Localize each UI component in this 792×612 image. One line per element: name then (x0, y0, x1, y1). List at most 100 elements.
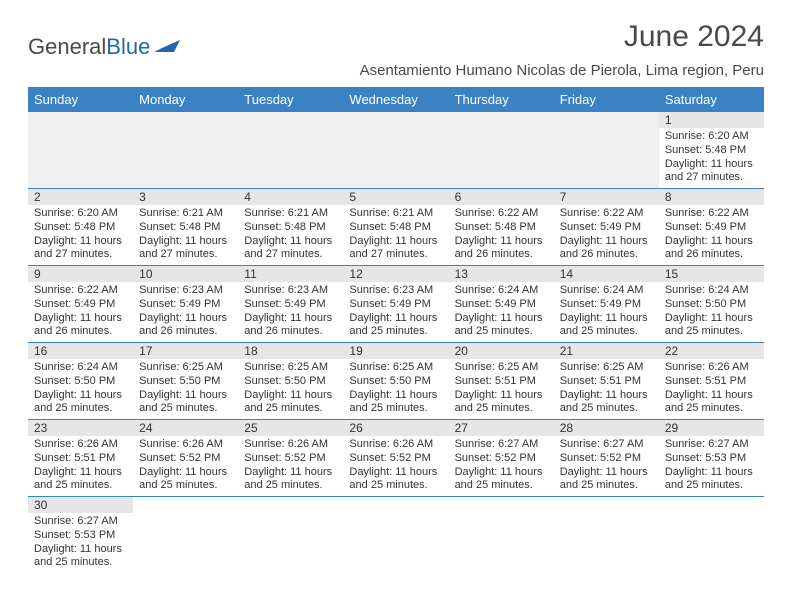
weekday-header: Tuesday (238, 87, 343, 112)
calendar-cell (554, 112, 659, 189)
calendar-cell (554, 497, 659, 574)
day-number: 25 (238, 420, 343, 436)
day-details: Sunrise: 6:25 AMSunset: 5:50 PMDaylight:… (133, 359, 238, 419)
day-details: Sunrise: 6:26 AMSunset: 5:51 PMDaylight:… (28, 436, 133, 496)
day-number: 3 (133, 189, 238, 205)
day-number: 8 (659, 189, 764, 205)
day-details: Sunrise: 6:26 AMSunset: 5:52 PMDaylight:… (343, 436, 448, 496)
calendar-row: 2Sunrise: 6:20 AMSunset: 5:48 PMDaylight… (28, 189, 764, 266)
day-number: 19 (343, 343, 448, 359)
day-number: 21 (554, 343, 659, 359)
day-number: 4 (238, 189, 343, 205)
logo-flag-icon (154, 38, 182, 56)
day-details: Sunrise: 6:27 AMSunset: 5:53 PMDaylight:… (28, 513, 133, 573)
day-details: Sunrise: 6:26 AMSunset: 5:52 PMDaylight:… (133, 436, 238, 496)
calendar-cell: 27Sunrise: 6:27 AMSunset: 5:52 PMDayligh… (449, 420, 554, 497)
calendar-cell: 24Sunrise: 6:26 AMSunset: 5:52 PMDayligh… (133, 420, 238, 497)
day-details: Sunrise: 6:27 AMSunset: 5:52 PMDaylight:… (449, 436, 554, 496)
day-details: Sunrise: 6:27 AMSunset: 5:52 PMDaylight:… (554, 436, 659, 496)
calendar-cell: 16Sunrise: 6:24 AMSunset: 5:50 PMDayligh… (28, 343, 133, 420)
calendar-cell: 5Sunrise: 6:21 AMSunset: 5:48 PMDaylight… (343, 189, 448, 266)
day-details: Sunrise: 6:24 AMSunset: 5:50 PMDaylight:… (659, 282, 764, 342)
calendar-cell (133, 112, 238, 189)
logo-text-general: General (28, 34, 106, 60)
calendar-cell: 26Sunrise: 6:26 AMSunset: 5:52 PMDayligh… (343, 420, 448, 497)
day-number: 29 (659, 420, 764, 436)
day-details: Sunrise: 6:21 AMSunset: 5:48 PMDaylight:… (238, 205, 343, 265)
calendar-cell: 12Sunrise: 6:23 AMSunset: 5:49 PMDayligh… (343, 266, 448, 343)
calendar-cell: 30Sunrise: 6:27 AMSunset: 5:53 PMDayligh… (28, 497, 133, 574)
calendar-cell (343, 497, 448, 574)
day-number: 10 (133, 266, 238, 282)
day-number: 11 (238, 266, 343, 282)
day-details: Sunrise: 6:20 AMSunset: 5:48 PMDaylight:… (659, 128, 764, 188)
day-details: Sunrise: 6:23 AMSunset: 5:49 PMDaylight:… (238, 282, 343, 342)
weekday-header: Friday (554, 87, 659, 112)
day-details: Sunrise: 6:24 AMSunset: 5:49 PMDaylight:… (554, 282, 659, 342)
calendar-cell: 22Sunrise: 6:26 AMSunset: 5:51 PMDayligh… (659, 343, 764, 420)
calendar-cell: 14Sunrise: 6:24 AMSunset: 5:49 PMDayligh… (554, 266, 659, 343)
calendar-cell (343, 112, 448, 189)
calendar-cell (449, 497, 554, 574)
day-number: 16 (28, 343, 133, 359)
calendar-cell: 10Sunrise: 6:23 AMSunset: 5:49 PMDayligh… (133, 266, 238, 343)
calendar-cell: 11Sunrise: 6:23 AMSunset: 5:49 PMDayligh… (238, 266, 343, 343)
day-details: Sunrise: 6:21 AMSunset: 5:48 PMDaylight:… (133, 205, 238, 265)
calendar-cell (449, 112, 554, 189)
day-number: 13 (449, 266, 554, 282)
calendar-cell: 7Sunrise: 6:22 AMSunset: 5:49 PMDaylight… (554, 189, 659, 266)
day-number: 1 (659, 112, 764, 128)
day-details: Sunrise: 6:20 AMSunset: 5:48 PMDaylight:… (28, 205, 133, 265)
day-number: 28 (554, 420, 659, 436)
calendar-cell: 3Sunrise: 6:21 AMSunset: 5:48 PMDaylight… (133, 189, 238, 266)
calendar-cell: 29Sunrise: 6:27 AMSunset: 5:53 PMDayligh… (659, 420, 764, 497)
calendar-row: 30Sunrise: 6:27 AMSunset: 5:53 PMDayligh… (28, 497, 764, 574)
day-number: 30 (28, 497, 133, 513)
day-details: Sunrise: 6:25 AMSunset: 5:51 PMDaylight:… (554, 359, 659, 419)
day-details: Sunrise: 6:26 AMSunset: 5:52 PMDaylight:… (238, 436, 343, 496)
day-number: 15 (659, 266, 764, 282)
calendar-cell: 19Sunrise: 6:25 AMSunset: 5:50 PMDayligh… (343, 343, 448, 420)
calendar-cell: 20Sunrise: 6:25 AMSunset: 5:51 PMDayligh… (449, 343, 554, 420)
day-number: 12 (343, 266, 448, 282)
day-details: Sunrise: 6:24 AMSunset: 5:50 PMDaylight:… (28, 359, 133, 419)
day-number: 18 (238, 343, 343, 359)
day-details: Sunrise: 6:23 AMSunset: 5:49 PMDaylight:… (133, 282, 238, 342)
calendar-cell: 2Sunrise: 6:20 AMSunset: 5:48 PMDaylight… (28, 189, 133, 266)
calendar-row: 16Sunrise: 6:24 AMSunset: 5:50 PMDayligh… (28, 343, 764, 420)
calendar-cell: 17Sunrise: 6:25 AMSunset: 5:50 PMDayligh… (133, 343, 238, 420)
day-number: 6 (449, 189, 554, 205)
calendar-cell: 9Sunrise: 6:22 AMSunset: 5:49 PMDaylight… (28, 266, 133, 343)
calendar-cell (133, 497, 238, 574)
calendar-cell: 21Sunrise: 6:25 AMSunset: 5:51 PMDayligh… (554, 343, 659, 420)
weekday-header: Saturday (659, 87, 764, 112)
logo: GeneralBlue (28, 34, 182, 60)
day-details: Sunrise: 6:23 AMSunset: 5:49 PMDaylight:… (343, 282, 448, 342)
calendar-row: 9Sunrise: 6:22 AMSunset: 5:49 PMDaylight… (28, 266, 764, 343)
day-details: Sunrise: 6:22 AMSunset: 5:48 PMDaylight:… (449, 205, 554, 265)
logo-text-blue: Blue (106, 34, 150, 60)
calendar-cell: 28Sunrise: 6:27 AMSunset: 5:52 PMDayligh… (554, 420, 659, 497)
day-number: 9 (28, 266, 133, 282)
weekday-header: Monday (133, 87, 238, 112)
calendar-table: Sunday Monday Tuesday Wednesday Thursday… (28, 87, 764, 573)
weekday-header: Sunday (28, 87, 133, 112)
calendar-row: 23Sunrise: 6:26 AMSunset: 5:51 PMDayligh… (28, 420, 764, 497)
day-details: Sunrise: 6:22 AMSunset: 5:49 PMDaylight:… (659, 205, 764, 265)
day-number: 14 (554, 266, 659, 282)
calendar-cell (659, 497, 764, 574)
day-details: Sunrise: 6:24 AMSunset: 5:49 PMDaylight:… (449, 282, 554, 342)
day-details: Sunrise: 6:21 AMSunset: 5:48 PMDaylight:… (343, 205, 448, 265)
calendar-cell: 23Sunrise: 6:26 AMSunset: 5:51 PMDayligh… (28, 420, 133, 497)
day-number: 26 (343, 420, 448, 436)
month-title: June 2024 (624, 20, 764, 54)
calendar-cell: 25Sunrise: 6:26 AMSunset: 5:52 PMDayligh… (238, 420, 343, 497)
calendar-row: 1Sunrise: 6:20 AMSunset: 5:48 PMDaylight… (28, 112, 764, 189)
day-number: 17 (133, 343, 238, 359)
calendar-cell (28, 112, 133, 189)
day-number: 2 (28, 189, 133, 205)
day-details: Sunrise: 6:25 AMSunset: 5:50 PMDaylight:… (343, 359, 448, 419)
calendar-cell: 8Sunrise: 6:22 AMSunset: 5:49 PMDaylight… (659, 189, 764, 266)
day-number: 23 (28, 420, 133, 436)
day-number: 27 (449, 420, 554, 436)
